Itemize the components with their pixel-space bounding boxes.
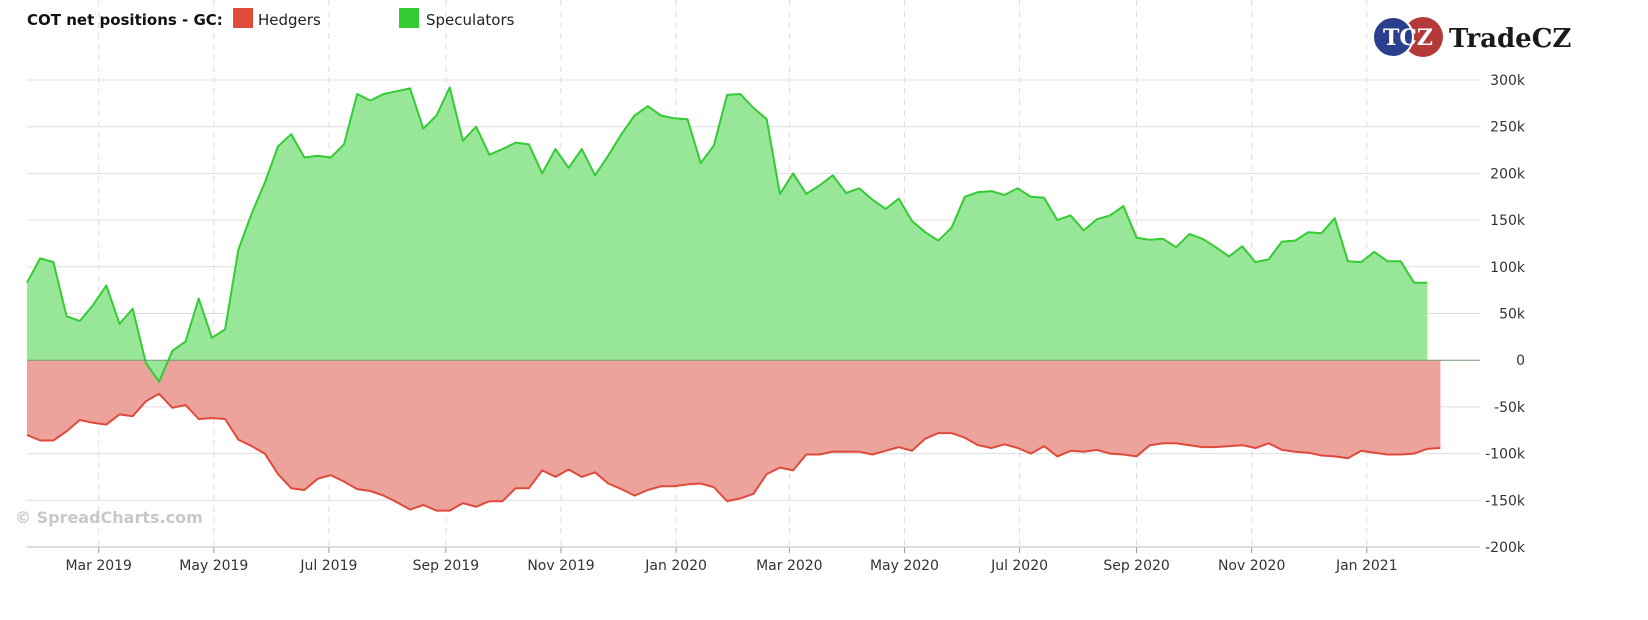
- x-tick-label: May 2020: [870, 558, 939, 574]
- plot-areas: [26, 86, 1441, 512]
- y-tick-label: 150k: [1490, 213, 1526, 229]
- legend-label-hedgers[interactable]: Hedgers: [258, 11, 321, 29]
- x-tick-label: Mar 2020: [756, 558, 823, 574]
- logo-circle-red: [1403, 17, 1443, 57]
- logo-letters: TCZ: [1383, 25, 1433, 51]
- y-tick-label: 250k: [1490, 120, 1526, 136]
- y-tick-label: 0: [1516, 353, 1525, 369]
- x-tick-label: Jan 2021: [1335, 558, 1398, 574]
- legend-swatch-speculators[interactable]: [399, 8, 419, 28]
- x-tick-label: May 2019: [179, 558, 248, 574]
- y-tick-label: -50k: [1494, 400, 1526, 416]
- x-tick-label: Jul 2020: [990, 558, 1048, 574]
- legend-swatch-hedgers[interactable]: [233, 8, 253, 28]
- legend: COT net positions - GC: Hedgers Speculat…: [27, 8, 515, 29]
- series-area-speculators: [27, 87, 1428, 382]
- y-tick-label: 100k: [1490, 260, 1526, 276]
- y-tick-label: 50k: [1499, 307, 1526, 323]
- brand-logo: TCZ TradeCZ: [1372, 16, 1571, 58]
- legend-title: COT net positions - GC:: [27, 11, 223, 29]
- logo-circle-blue: [1372, 16, 1414, 58]
- y-tick-label: 200k: [1490, 166, 1526, 182]
- legend-label-speculators[interactable]: Speculators: [426, 11, 515, 29]
- x-tick-label: Sep 2019: [413, 558, 479, 574]
- series-line-hedgers: [26, 392, 1441, 512]
- x-tick-label: Nov 2019: [527, 558, 594, 574]
- y-tick-label: -200k: [1485, 540, 1526, 556]
- y-tick-label: -150k: [1485, 493, 1526, 509]
- y-tick-label: -100k: [1485, 447, 1526, 463]
- axes: 300k 250k 200k 150k 100k 50k 0 -50k -100k -150k -2…: [27, 73, 1526, 574]
- watermark: © SpreadCharts.com: [15, 508, 203, 527]
- y-tick-label: 300k: [1490, 73, 1526, 89]
- x-tick-label: Jan 2020: [644, 558, 707, 574]
- series-line-speculators: [26, 86, 1428, 383]
- series-area-hedgers: [27, 360, 1441, 511]
- brand-name: TradeCZ: [1449, 24, 1571, 54]
- x-tick-label: Mar 2019: [65, 558, 132, 574]
- x-tick-label: Jul 2019: [299, 558, 357, 574]
- x-tick-label: Nov 2020: [1218, 558, 1285, 574]
- x-tick-label: Sep 2020: [1103, 558, 1169, 574]
